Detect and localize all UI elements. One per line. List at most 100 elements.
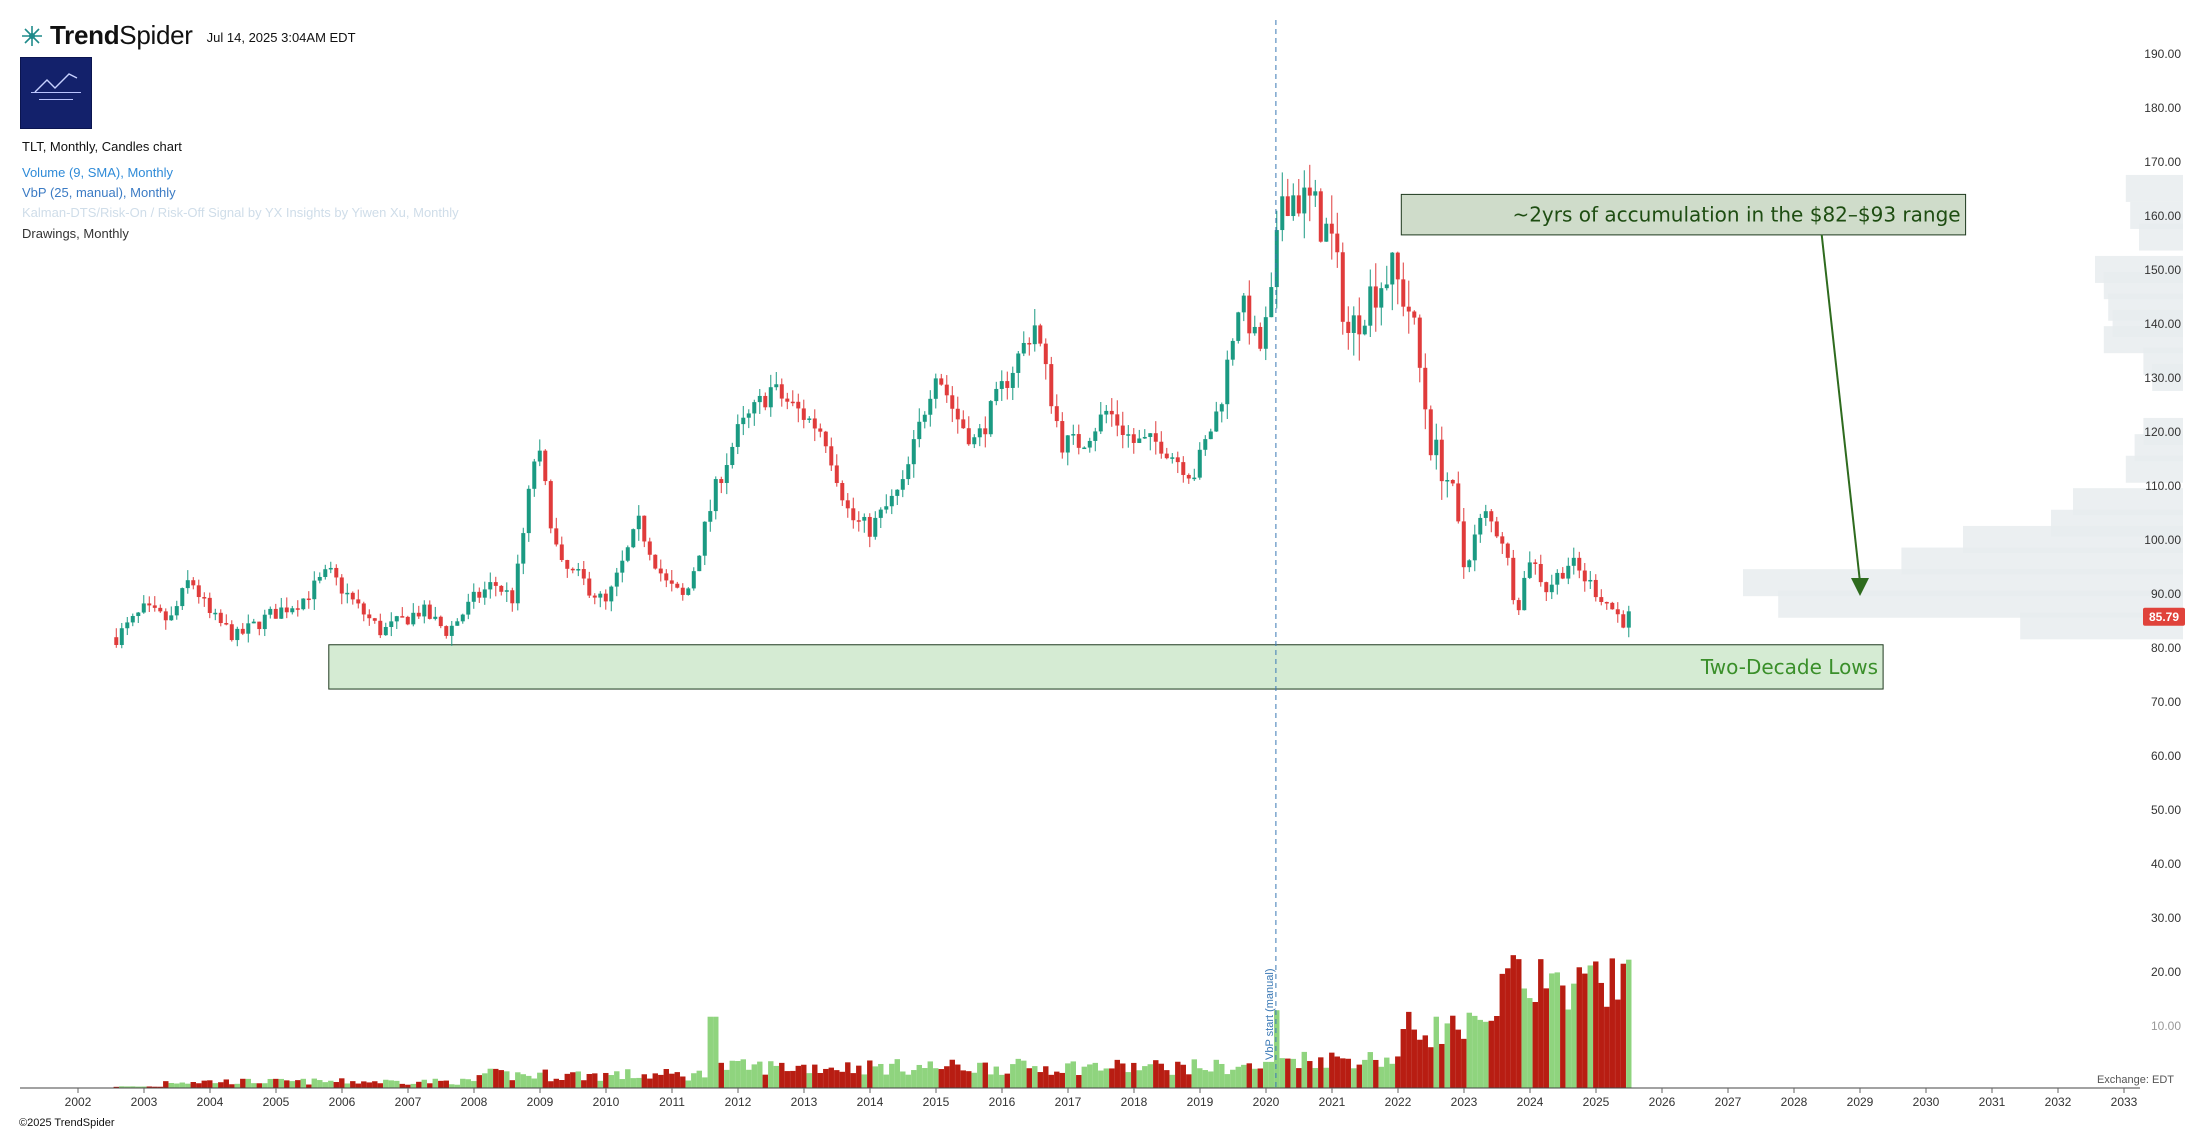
volume-bar [702,1077,708,1088]
volume-bar [1571,983,1577,1088]
candle-body [592,595,597,598]
volume-bar [471,1081,477,1088]
volume-bar [256,1083,262,1088]
x-axis-tick-label: 2017 [1055,1095,1082,1109]
risk-signal-indicator-label[interactable]: Kalman-DTS/Risk-On / Risk-Off Signal by … [22,205,459,220]
volume-bar [289,1081,295,1088]
volume-bar [1384,1057,1390,1088]
volume-bar [1422,1035,1428,1088]
candle-body [911,439,916,465]
volume-bar [482,1073,488,1088]
arrow-line [1820,234,1861,583]
candle-body [130,616,135,623]
candle-body [1285,196,1290,217]
volume-bar [394,1080,400,1088]
two-decade-lows-box [328,644,1884,690]
candle-body [818,428,823,432]
volume-bar [1241,1064,1247,1088]
volume-bar [350,1081,356,1088]
volume-bar [905,1074,911,1088]
candle-body [658,568,663,574]
candle-body [807,418,812,420]
candle-body [548,481,553,529]
candle-body [1373,286,1378,308]
volume-bar [229,1084,235,1088]
candle-body [554,528,559,545]
candle-body [224,623,229,625]
candle-body [521,533,526,564]
volume-bar [1301,1051,1307,1088]
candle-body [1538,563,1543,583]
volume-bar [674,1072,680,1088]
chart-title[interactable]: TLT, Monthly, Candles chart [22,139,182,154]
candle-body [268,608,273,615]
volume-bar [157,1086,163,1088]
candle-body [1318,191,1323,242]
volume-bar [828,1067,834,1088]
y-axis-tick-label: 90.00 [2151,587,2181,601]
candle-body [1472,534,1477,561]
volume-bar [779,1062,785,1088]
y-axis-tick-label: 20.00 [2151,965,2181,979]
candle-body [735,424,740,447]
volume-bar [377,1083,383,1088]
volume-bar [465,1079,471,1088]
volume-bar [790,1070,796,1088]
candle-body [1351,315,1356,333]
volume-bar [1587,965,1593,1088]
candle-body [543,450,548,482]
candle-body [499,585,504,592]
volume-bar [1186,1074,1192,1088]
candle-body [1225,359,1230,405]
volume-bar [443,1080,449,1088]
drawings-label[interactable]: Drawings, Monthly [22,226,129,241]
volume-bar [795,1065,801,1088]
candle-body [922,414,927,422]
volume-bar [581,1080,587,1088]
candle-body [279,607,284,619]
candle-body [1593,579,1598,598]
candle-body [1340,252,1345,322]
candle-body [207,597,212,613]
candle-body [350,592,355,600]
candle-body [1263,317,1268,349]
volume-bar [872,1066,878,1088]
volume-bar [559,1080,565,1088]
volume-bar [933,1068,939,1088]
copyright: ©2025 TrendSpider [19,1117,115,1129]
volume-bar [1208,1071,1214,1088]
candle-body [845,500,850,509]
candle-body [587,578,592,596]
candle-body [757,395,762,403]
x-axis-tick-label: 2018 [1121,1095,1148,1109]
vbp-indicator-label[interactable]: VbP (25, manual), Monthly [22,185,176,200]
publisher-logo [20,57,92,129]
candle-body [1615,609,1620,615]
volume-bar [762,1074,768,1088]
volume-bar [498,1070,504,1088]
candle-body [999,381,1004,389]
volume-bar [1263,1061,1269,1088]
candle-body [180,588,185,607]
candle-body [1368,286,1373,326]
candle-body [983,428,988,435]
candle-body [862,516,867,521]
candle-body [1164,453,1169,459]
volume-bar [586,1073,592,1088]
y-axis-tick-label: 30.00 [2151,911,2181,925]
candle-body [422,604,427,617]
volume-bar [1098,1070,1104,1088]
candle-body [1555,572,1560,585]
candle-body [878,509,883,518]
volume-bar [806,1073,812,1088]
volume-bar [845,1062,851,1088]
volume-bar [773,1065,779,1088]
volume-bar [619,1079,625,1088]
volume-bar [988,1074,994,1088]
volume-bar [1626,959,1632,1088]
volume-indicator-label[interactable]: Volume (9, SMA), Monthly [22,165,173,180]
volume-bar [553,1078,559,1088]
volume-bar [861,1074,867,1088]
volume-bar [267,1078,273,1088]
